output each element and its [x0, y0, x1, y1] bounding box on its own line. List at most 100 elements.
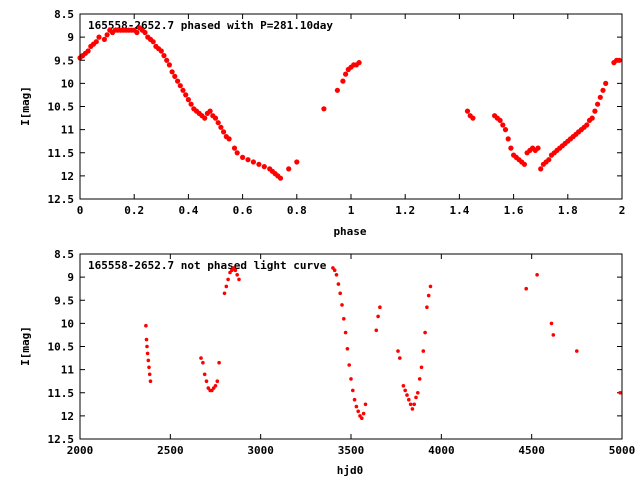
data-point [294, 159, 300, 165]
data-point [616, 57, 622, 63]
y-tick-label: 9 [67, 31, 74, 44]
data-point [603, 80, 609, 86]
data-point [351, 388, 355, 393]
x-tick-label: 3500 [338, 444, 365, 457]
data-point [217, 360, 221, 365]
data-point [401, 384, 406, 388]
data-point [352, 397, 357, 402]
data-point [144, 323, 148, 328]
data-point [521, 161, 528, 167]
data-point [161, 53, 167, 59]
y-tick-label: 12 [61, 170, 74, 183]
data-point [213, 384, 218, 388]
data-point [347, 363, 352, 367]
data-point [245, 157, 251, 163]
data-point [144, 337, 149, 342]
data-point [342, 317, 346, 321]
data-point [589, 115, 595, 121]
x-tick-label: 1.4 [449, 204, 469, 217]
data-point [101, 36, 107, 43]
x-tick-label: 3000 [247, 444, 274, 457]
data-point [592, 108, 598, 114]
phased-chart-xlabel: phase [333, 225, 366, 238]
data-point [378, 305, 382, 310]
data-point [343, 71, 349, 77]
data-point [231, 145, 238, 151]
x-tick-label: 4500 [518, 444, 545, 457]
x-tick-label: 5000 [609, 444, 636, 457]
data-point [150, 39, 156, 45]
x-tick-label: 2500 [157, 444, 184, 457]
data-point [403, 388, 408, 393]
data-point [235, 273, 239, 277]
data-point [549, 321, 554, 326]
data-point [237, 277, 241, 282]
y-tick-label: 11 [61, 364, 75, 377]
y-tick-label: 11.5 [48, 387, 75, 400]
data-point [416, 391, 420, 395]
phased-chart-title: 165558-2652.7 phased with P=281.10day [88, 19, 333, 32]
data-point [551, 333, 556, 337]
data-point [584, 122, 590, 128]
data-point [215, 120, 221, 126]
y-tick-label: 12 [61, 410, 74, 423]
data-point [177, 83, 183, 89]
x-tick-label: 4000 [428, 444, 455, 457]
data-point [363, 402, 368, 407]
x-tick-label: 0 [77, 204, 84, 217]
data-point [277, 175, 284, 181]
data-point [334, 273, 339, 277]
data-point [207, 108, 213, 114]
data-point [508, 145, 514, 151]
phased-chart-ylabel: I[mag] [19, 86, 32, 126]
data-point [147, 365, 151, 370]
data-point [412, 402, 417, 407]
data-point [524, 286, 528, 291]
data-point [414, 395, 418, 400]
data-point [142, 29, 148, 36]
data-point [575, 349, 579, 353]
data-point [226, 277, 230, 282]
data-point [345, 347, 350, 351]
data-point [505, 136, 511, 142]
data-point [426, 293, 431, 298]
data-point [423, 330, 427, 335]
data-point [146, 358, 151, 363]
data-point [376, 314, 380, 319]
data-point [600, 87, 606, 93]
unphased-chart-frame [79, 253, 623, 440]
data-point [470, 115, 476, 121]
y-tick-label: 8.5 [54, 8, 74, 21]
y-tick-label: 12.5 [48, 433, 75, 446]
data-point [215, 379, 220, 384]
data-point [222, 291, 227, 296]
y-tick-label: 11.5 [48, 147, 75, 160]
data-point [145, 344, 149, 349]
y-tick-label: 9.5 [54, 294, 74, 307]
data-point [332, 268, 337, 273]
unphased-chart: 165558-2652.7 not phased light curve hjd… [19, 248, 635, 477]
data-point [224, 284, 229, 289]
data-point [96, 34, 102, 40]
data-point [201, 360, 205, 365]
x-tick-label: 0.6 [233, 204, 253, 217]
data-point [407, 397, 411, 402]
data-point [256, 161, 262, 167]
data-point [360, 416, 364, 421]
data-point [336, 282, 341, 286]
y-tick-label: 10 [61, 317, 74, 330]
data-point [233, 268, 238, 273]
data-point [349, 377, 353, 381]
data-point [221, 129, 227, 135]
data-point [595, 101, 601, 107]
data-point [250, 159, 256, 165]
data-point [405, 393, 409, 397]
data-point [398, 356, 402, 360]
data-point [234, 150, 240, 156]
data-point [240, 154, 246, 160]
data-point [286, 166, 292, 172]
data-point [618, 391, 622, 395]
data-point [169, 69, 175, 75]
y-tick-label: 10.5 [48, 341, 75, 354]
data-point [361, 411, 366, 416]
